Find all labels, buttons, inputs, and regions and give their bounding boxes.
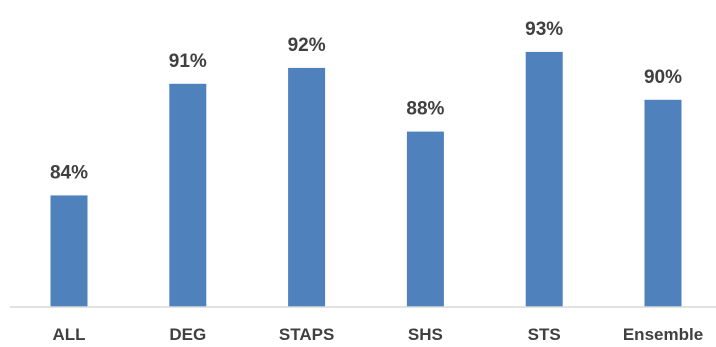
- data-label-staps: 92%: [288, 35, 326, 56]
- bar-ensemble: [644, 99, 682, 307]
- bar-sts: [525, 51, 563, 308]
- data-labels-group: 84% 91% 92% 88% 93% 90%: [50, 19, 682, 183]
- x-tick-label-staps: STAPS: [279, 325, 334, 344]
- x-tick-label-sts: STS: [528, 325, 561, 344]
- bar-shs: [406, 131, 444, 307]
- data-label-deg: 91%: [169, 51, 207, 72]
- bar-staps: [288, 67, 326, 308]
- x-tick-labels-group: ALL DEG STAPS SHS STS Ensemble: [52, 325, 703, 344]
- data-label-ensemble: 90%: [644, 67, 682, 88]
- bars-group: [50, 51, 682, 308]
- data-label-shs: 88%: [406, 99, 444, 120]
- x-tick-label-all: ALL: [52, 325, 85, 344]
- bar-all: [50, 195, 88, 307]
- x-tick-label-deg: DEG: [169, 325, 206, 344]
- x-tick-label-ensemble: Ensemble: [623, 325, 703, 344]
- data-label-all: 84%: [50, 162, 88, 183]
- x-tick-label-shs: SHS: [408, 325, 443, 344]
- bar-deg: [169, 83, 207, 307]
- data-label-sts: 93%: [525, 19, 563, 40]
